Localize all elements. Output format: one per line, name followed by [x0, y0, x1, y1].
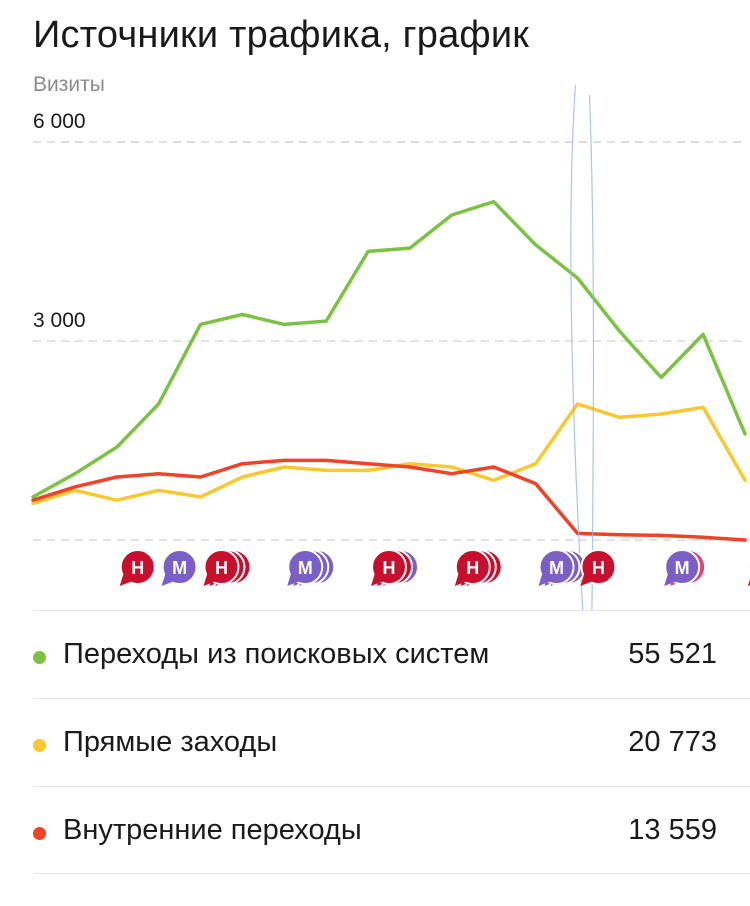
chart-subtitle: Визиты — [33, 73, 105, 96]
legend-label-direct: Прямые заходы — [63, 726, 278, 758]
annotation-marker[interactable]: Н — [203, 549, 240, 586]
annotation-marker[interactable]: М — [538, 549, 575, 586]
legend-row-internal[interactable]: Внутренние переходы 13 559 — [33, 786, 750, 874]
annotation-label: Н — [215, 558, 228, 578]
legend-value-direct: 20 773 — [628, 726, 717, 758]
series-line-0 — [31, 199, 747, 499]
annotation-marker[interactable]: Н — [371, 549, 407, 586]
annotation-label: Н — [592, 558, 605, 578]
annotation-label: М — [549, 558, 564, 578]
annotation-label: М — [298, 558, 313, 578]
annotation-marker[interactable]: М — [287, 549, 324, 586]
legend-row-direct[interactable]: Прямые заходы 20 773 — [33, 698, 750, 786]
annotation-label: Н — [466, 558, 479, 578]
y-tick-label: 3 000 — [33, 309, 86, 332]
annotation-label: М — [675, 558, 690, 578]
legend-row-search[interactable]: Переходы из поисковых систем 55 521 — [33, 610, 750, 698]
annotation-marker[interactable]: Н — [119, 549, 156, 586]
legend-label-internal: Внутренние переходы — [63, 814, 362, 846]
annotation-label: М — [172, 558, 187, 578]
annotation-marker[interactable]: М — [664, 549, 701, 586]
series-line-1 — [31, 402, 747, 506]
legend-value-search: 55 521 — [628, 638, 717, 670]
annotation-label: Н — [131, 558, 144, 578]
annotation-label: Н — [383, 558, 396, 578]
legend: Переходы из поисковых систем 55 521 Прям… — [33, 610, 750, 874]
y-tick-label: 6 000 — [33, 110, 86, 133]
annotation-marker[interactable]: Н — [580, 549, 617, 586]
legend-dot-direct — [33, 739, 46, 752]
chart-title: Источники трафика, график — [33, 14, 530, 56]
annotation-marker[interactable]: Н — [454, 549, 491, 586]
legend-label-search: Переходы из поисковых систем — [63, 638, 490, 670]
series-line-2 — [31, 458, 747, 542]
legend-value-internal: 13 559 — [628, 814, 717, 846]
legend-dot-internal — [33, 827, 46, 840]
annotation-marker[interactable]: М — [161, 549, 198, 586]
legend-dot-search — [33, 651, 46, 664]
